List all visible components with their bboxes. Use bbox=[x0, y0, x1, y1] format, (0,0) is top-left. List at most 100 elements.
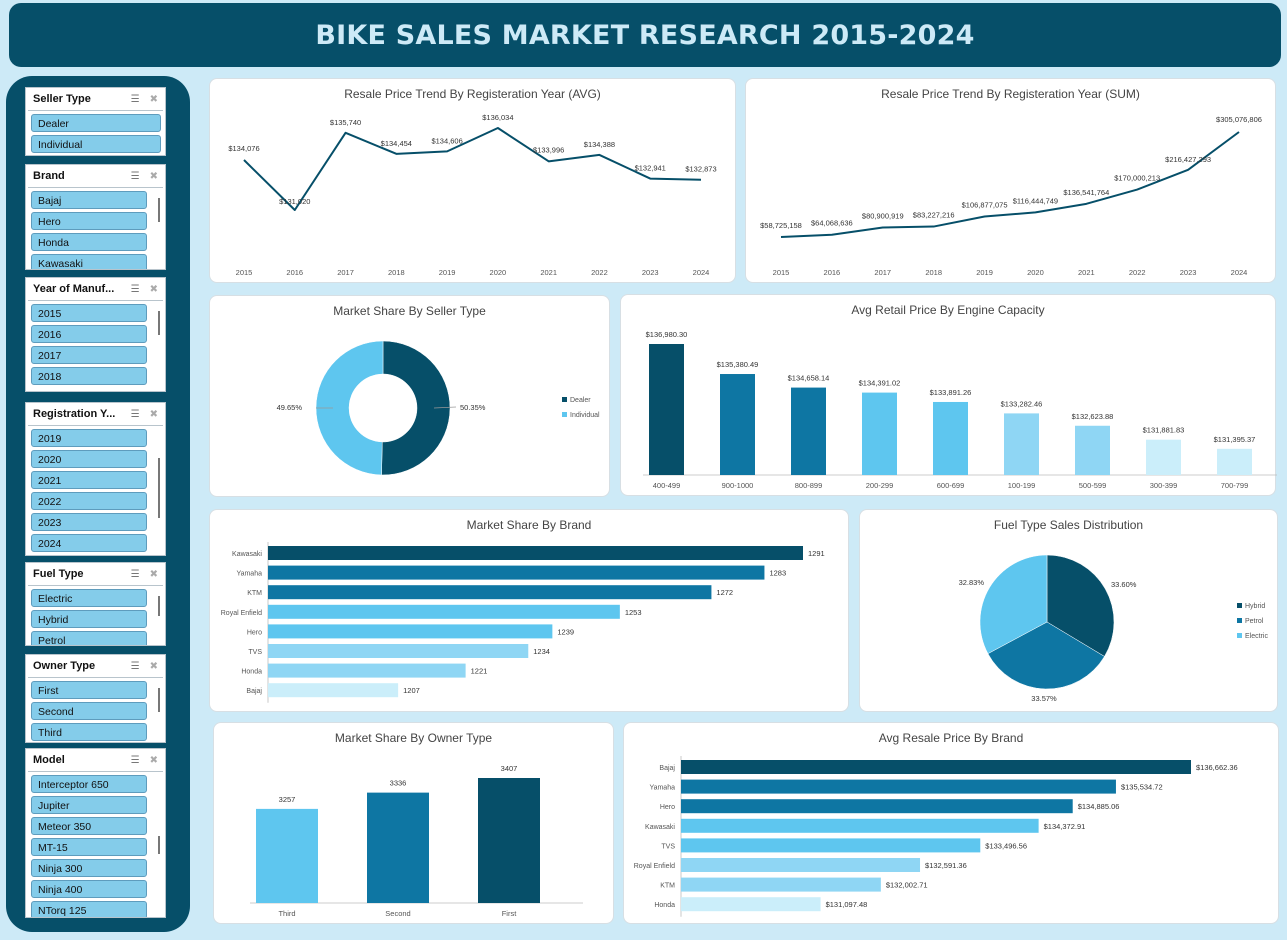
slicer-item[interactable]: 2019 bbox=[31, 429, 147, 447]
slicer-item[interactable]: 2016 bbox=[31, 325, 147, 343]
clear-filter-icon[interactable]: ✖ bbox=[149, 754, 158, 766]
bar bbox=[681, 897, 821, 912]
data-label: 1234 bbox=[533, 647, 550, 656]
clear-filter-icon[interactable]: ✖ bbox=[149, 660, 158, 672]
y-tick-label: Bajaj bbox=[246, 688, 262, 695]
slicer-scrollbar[interactable] bbox=[158, 311, 160, 335]
x-tick-label: 2023 bbox=[1180, 268, 1197, 277]
slicer-scrollbar[interactable] bbox=[158, 596, 160, 616]
slicer-item[interactable]: 2017 bbox=[31, 346, 147, 364]
slicer-scrollbar[interactable] bbox=[158, 458, 160, 518]
data-label: $136,541,764 bbox=[1063, 188, 1109, 197]
chart-title: Market Share By Brand bbox=[466, 518, 592, 532]
bar bbox=[268, 546, 803, 560]
legend-swatch bbox=[1237, 603, 1242, 608]
data-label: $131,395.37 bbox=[1214, 435, 1256, 444]
slicer-item[interactable]: Kawasaki bbox=[31, 254, 147, 269]
data-label: $131,020 bbox=[279, 197, 310, 206]
multi-select-icon[interactable]: ☰ bbox=[130, 408, 140, 420]
y-tick-label: Yamaha bbox=[236, 571, 262, 578]
slicer-header: Year of Manuf... ☰ ✖ bbox=[28, 278, 163, 301]
x-tick-label: 2016 bbox=[286, 268, 303, 277]
slicer-item[interactable]: Second bbox=[31, 702, 147, 720]
slicer-item[interactable]: Meteor 350 bbox=[31, 817, 147, 835]
x-tick-label: 2022 bbox=[591, 268, 608, 277]
slicer-item[interactable]: Hero bbox=[31, 212, 147, 230]
slicer-item[interactable]: Bajaj bbox=[31, 191, 147, 209]
title-banner: BIKE SALES MARKET RESEARCH 2015-2024 bbox=[9, 3, 1281, 67]
data-label: 33.60% bbox=[1111, 580, 1137, 589]
data-label: $131,097.48 bbox=[826, 900, 868, 909]
data-label: $133,996 bbox=[533, 145, 564, 154]
bar bbox=[256, 808, 318, 903]
slicer-item[interactable]: Dealer bbox=[31, 114, 161, 132]
slicer-item[interactable]: Electric bbox=[31, 589, 147, 607]
slicer-item[interactable]: Petrol bbox=[31, 631, 147, 645]
legend-swatch bbox=[562, 397, 567, 402]
legend-swatch bbox=[1237, 618, 1242, 623]
legend-label: Hybrid bbox=[1245, 603, 1265, 610]
slicer-item[interactable]: Honda bbox=[31, 233, 147, 251]
slicer-item[interactable]: Ninja 300 bbox=[31, 859, 147, 877]
x-tick-label: 200-299 bbox=[866, 481, 894, 490]
dashboard-title: BIKE SALES MARKET RESEARCH 2015-2024 bbox=[315, 19, 975, 51]
data-label: $132,002.71 bbox=[886, 881, 928, 890]
slicer-item[interactable]: NTorq 125 bbox=[31, 901, 147, 917]
slicer-header: Registration Y... ☰ ✖ bbox=[28, 403, 163, 426]
slicer-item[interactable]: Individual bbox=[31, 135, 161, 153]
x-tick-label: 2019 bbox=[976, 268, 993, 277]
slicer-tools: ☰ ✖ bbox=[131, 94, 158, 105]
x-tick-label: First bbox=[502, 909, 517, 918]
x-tick-label: 2017 bbox=[337, 268, 354, 277]
slicer-item[interactable]: Interceptor 650 bbox=[31, 775, 147, 793]
data-label: $216,427,293 bbox=[1165, 155, 1211, 164]
slicer-item[interactable]: 2024 bbox=[31, 534, 147, 552]
bar bbox=[268, 604, 620, 619]
slicer-header: Brand ☰ ✖ bbox=[28, 165, 163, 188]
x-tick-label: 2022 bbox=[1129, 268, 1146, 277]
slicer-item[interactable]: 2015 bbox=[31, 304, 147, 322]
slicer-scrollbar[interactable] bbox=[158, 198, 160, 222]
clear-filter-icon[interactable]: ✖ bbox=[149, 408, 158, 420]
clear-filter-icon[interactable]: ✖ bbox=[149, 568, 158, 580]
slicer-item[interactable]: Jupiter bbox=[31, 796, 147, 814]
y-tick-label: TVS bbox=[248, 649, 262, 656]
clear-filter-icon[interactable]: ✖ bbox=[149, 170, 158, 182]
data-label: $134,391.02 bbox=[859, 379, 901, 388]
multi-select-icon[interactable]: ☰ bbox=[130, 283, 140, 295]
multi-select-icon[interactable]: ☰ bbox=[130, 93, 140, 105]
slicer-item[interactable]: 2022 bbox=[31, 492, 147, 510]
seller-share-chart: 50.35% Dealer 49.65% Individual bbox=[277, 340, 600, 476]
slicer-scrollbar[interactable] bbox=[158, 836, 160, 854]
legend-label: Individual bbox=[570, 412, 600, 419]
data-label: $134,885.06 bbox=[1078, 802, 1120, 811]
legend-swatch bbox=[1237, 633, 1242, 638]
slicer-scrollbar[interactable] bbox=[158, 688, 160, 712]
slicer-tools: ☰ ✖ bbox=[131, 284, 158, 295]
data-label: 1272 bbox=[716, 588, 733, 597]
chart-title: Resale Price Trend By Registeration Year… bbox=[344, 87, 601, 101]
multi-select-icon[interactable]: ☰ bbox=[130, 660, 140, 672]
slicer-item[interactable]: 2023 bbox=[31, 513, 147, 531]
clear-filter-icon[interactable]: ✖ bbox=[149, 93, 158, 105]
multi-select-icon[interactable]: ☰ bbox=[130, 754, 140, 766]
slicer-item[interactable]: Third bbox=[31, 723, 147, 741]
data-label: $135,380.49 bbox=[717, 360, 759, 369]
x-tick-label: 2015 bbox=[773, 268, 790, 277]
slicer-item[interactable]: 2021 bbox=[31, 471, 147, 489]
data-label: $135,534.72 bbox=[1121, 783, 1163, 792]
card-seller-share: Market Share By Seller Type 50.35% Dealer… bbox=[209, 295, 610, 497]
chart-title: Fuel Type Sales Distribution bbox=[993, 518, 1144, 532]
slicer-item[interactable]: First bbox=[31, 681, 147, 699]
pie-slice bbox=[987, 621, 1105, 690]
slicer-item[interactable]: 2018 bbox=[31, 367, 147, 385]
slicer-item[interactable]: MT-15 bbox=[31, 838, 147, 856]
slicer-item[interactable]: 2020 bbox=[31, 450, 147, 468]
multi-select-icon[interactable]: ☰ bbox=[130, 170, 140, 182]
slicer-title: Seller Type bbox=[33, 93, 91, 105]
multi-select-icon[interactable]: ☰ bbox=[130, 568, 140, 580]
slicer-item[interactable]: Ninja 400 bbox=[31, 880, 147, 898]
slicer-item[interactable]: Hybrid bbox=[31, 610, 147, 628]
clear-filter-icon[interactable]: ✖ bbox=[149, 283, 158, 295]
owner-share-chart: 3257 Third 3336 Second 3407 First bbox=[250, 764, 583, 918]
